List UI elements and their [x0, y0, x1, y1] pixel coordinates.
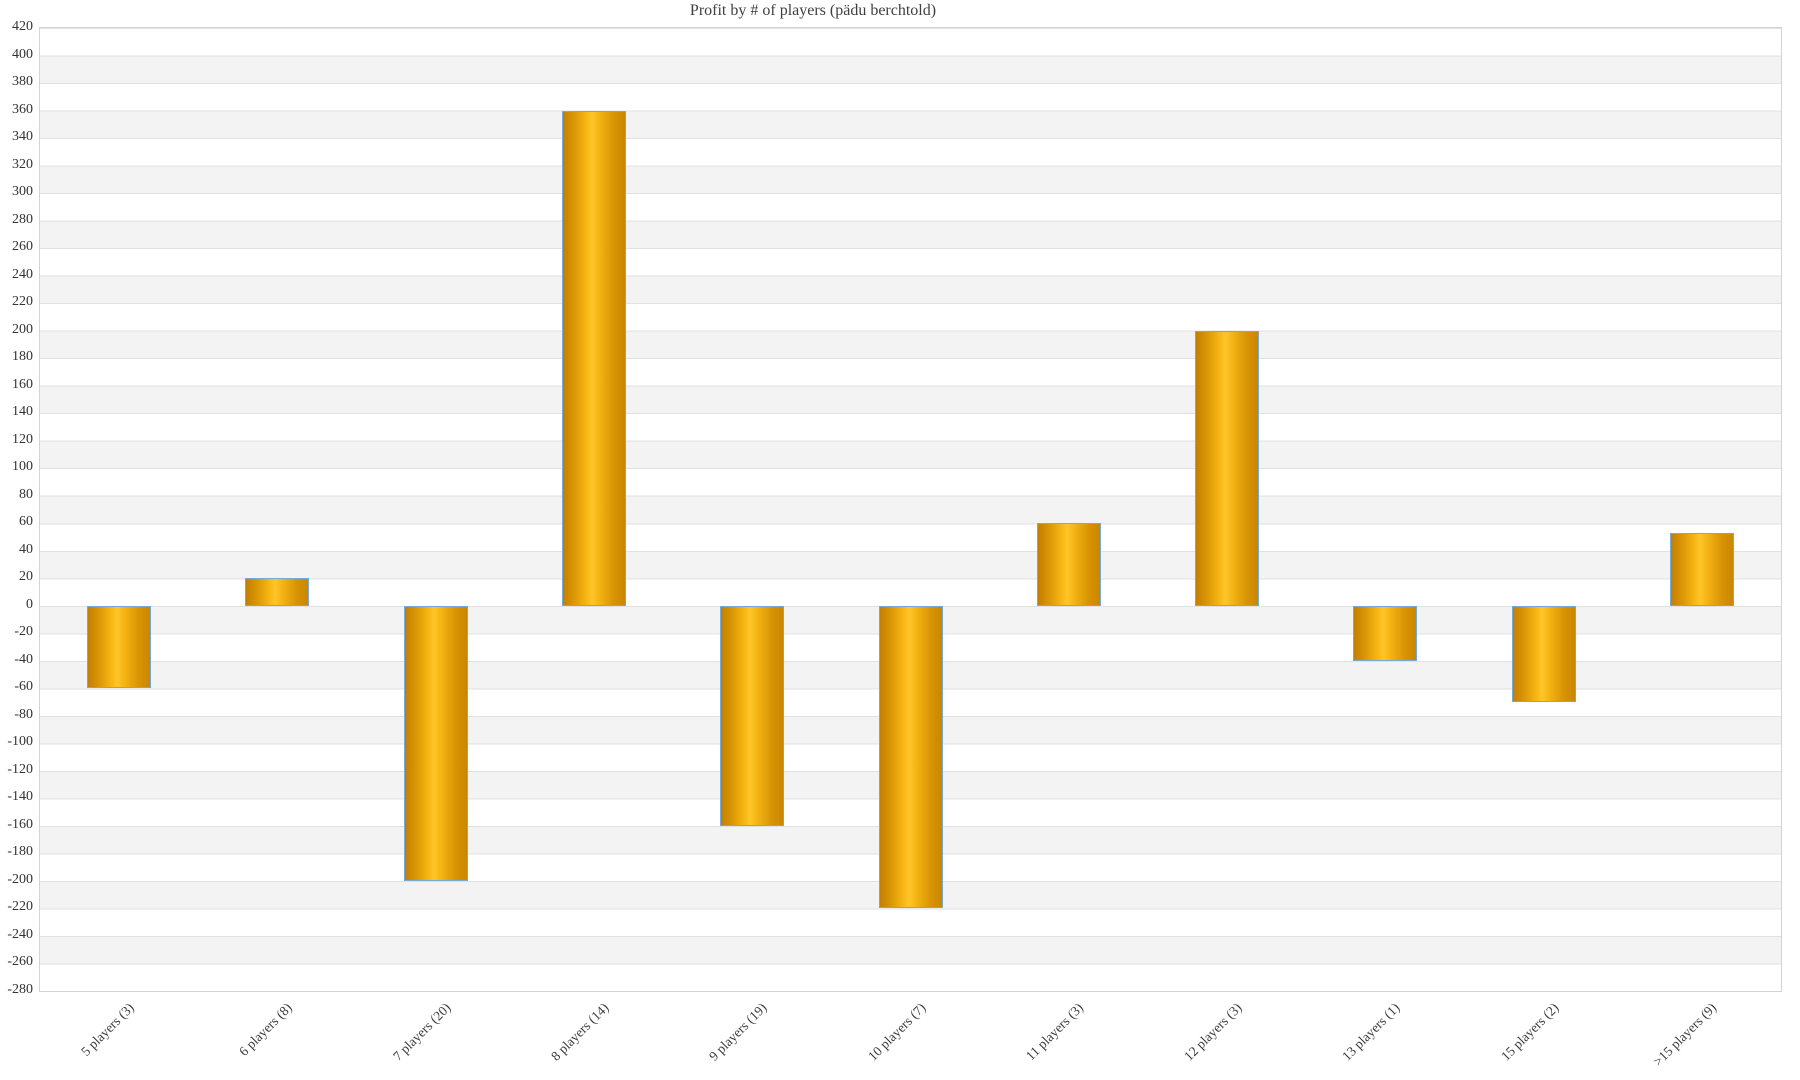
- bar-9-players-19: [720, 605, 785, 826]
- y-tick-label: -160: [7, 816, 33, 832]
- y-tick-label: -20: [14, 624, 33, 640]
- y-tick-label: 220: [12, 294, 33, 310]
- x-tick-label: 8 players (14): [547, 1000, 612, 1064]
- y-tick-label: 160: [12, 376, 33, 392]
- x-tick-label: 11 players (3): [1023, 1000, 1087, 1064]
- y-tick-label: 320: [12, 156, 33, 172]
- y-tick-label: -200: [7, 871, 33, 887]
- x-tick-label: 13 players (1): [1339, 1000, 1403, 1064]
- y-tick-label: -220: [7, 899, 33, 915]
- bar-5-players-3: [87, 605, 152, 689]
- y-tick-label: -240: [7, 926, 33, 942]
- x-tick-label: 7 players (20): [389, 1000, 454, 1064]
- y-tick-label: 180: [12, 349, 33, 365]
- y-tick-label: 420: [12, 19, 33, 34]
- y-tick-label: -100: [7, 734, 33, 750]
- y-tick-label: -60: [14, 679, 33, 695]
- x-tick-label: 12 players (3): [1181, 1000, 1245, 1064]
- plot-area: [39, 27, 1782, 992]
- bar-15-players-9: [1669, 532, 1734, 606]
- y-tick-label: -180: [7, 844, 33, 860]
- y-tick-label: 120: [12, 431, 33, 447]
- chart-title: Profit by # of players (pädu berchtold): [689, 2, 937, 19]
- y-tick-label: 340: [12, 129, 33, 145]
- x-tick-label: 6 players (8): [236, 1000, 296, 1059]
- y-tick-label: 80: [19, 486, 33, 502]
- y-tick-label: 140: [12, 404, 33, 420]
- y-tick-label: 360: [12, 101, 33, 117]
- y-tick-label: 100: [12, 459, 33, 475]
- y-tick-label: -120: [7, 761, 33, 777]
- x-tick-label: 9 players (19): [706, 1000, 770, 1064]
- x-tick-label: 5 players (3): [77, 1000, 137, 1059]
- y-tick-label: 280: [12, 211, 33, 227]
- y-tick-label: 400: [12, 46, 33, 62]
- y-tick-label: 20: [19, 569, 33, 585]
- bar-6-players-8: [245, 578, 310, 606]
- y-tick-label: -40: [14, 651, 33, 667]
- y-tick-label: 380: [12, 74, 33, 90]
- y-tick-label: 0: [26, 596, 33, 612]
- bar-12-players-3: [1195, 330, 1260, 606]
- x-tick-label: >15 players (9): [1650, 1000, 1720, 1070]
- x-tick-label: 15 players (2): [1497, 1000, 1562, 1064]
- y-tick-label: 260: [12, 239, 33, 255]
- y-tick-label: -140: [7, 789, 33, 805]
- y-tick-label: 300: [12, 184, 33, 200]
- bar-10-players-7: [878, 605, 943, 909]
- y-tick-label: 240: [12, 266, 33, 282]
- bar-15-players-2: [1511, 605, 1576, 703]
- bar-13-players-1: [1353, 605, 1418, 661]
- y-tick-label: 60: [19, 514, 33, 530]
- y-tick-label: -80: [14, 706, 33, 722]
- y-tick-label: -280: [7, 982, 33, 997]
- x-tick-label: 10 players (7): [864, 1000, 929, 1064]
- y-tick-label: 40: [19, 541, 33, 557]
- bar-7-players-20: [403, 605, 468, 881]
- y-tick-label: -260: [7, 954, 33, 970]
- y-tick-label: 200: [12, 321, 33, 337]
- bar-11-players-3: [1036, 523, 1101, 606]
- bar-8-players-14: [561, 110, 626, 606]
